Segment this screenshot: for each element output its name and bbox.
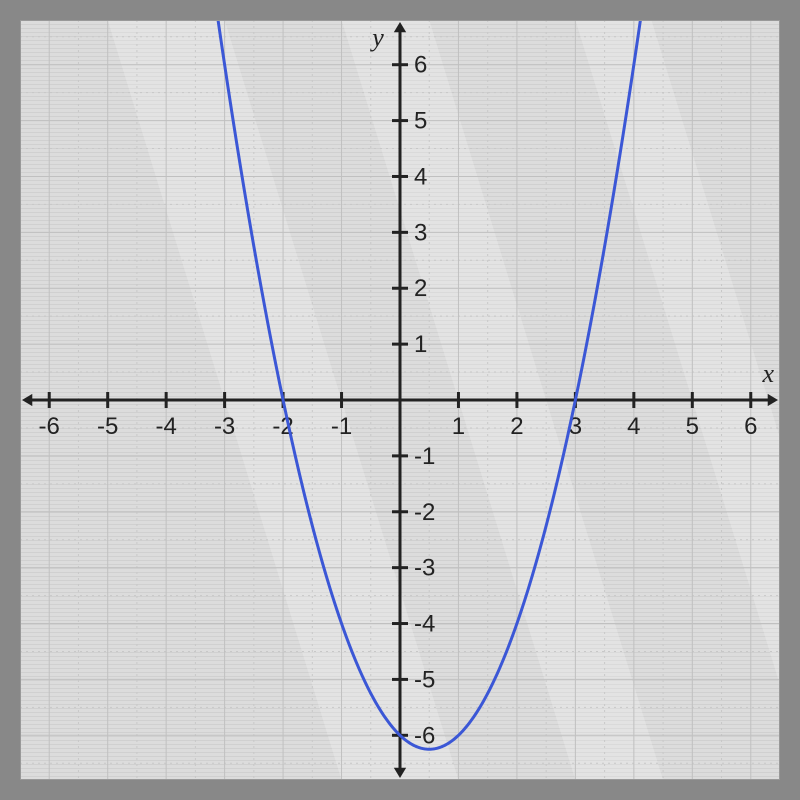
y-tick-label: 4 (414, 163, 427, 190)
chart-frame: -6-5-4-3-2-1123456-6-5-4-3-2-1123456xy (20, 20, 780, 780)
y-tick-label: -6 (414, 722, 435, 749)
y-tick-label: 1 (414, 331, 427, 358)
y-tick-label: 5 (414, 108, 427, 135)
x-tick-label: -3 (214, 413, 235, 440)
y-tick-label: 2 (414, 275, 427, 302)
x-tick-label: 6 (744, 413, 757, 440)
x-tick-label: 1 (452, 413, 465, 440)
y-axis-label: y (369, 23, 384, 52)
x-tick-label: 5 (686, 413, 699, 440)
parabola-chart: -6-5-4-3-2-1123456-6-5-4-3-2-1123456xy (20, 20, 780, 780)
x-tick-label: -4 (155, 413, 176, 440)
x-axis-label: x (761, 359, 774, 388)
x-tick-label: -5 (97, 413, 118, 440)
y-tick-label: 3 (414, 219, 427, 246)
y-tick-label: -2 (414, 499, 435, 526)
x-tick-label: 2 (510, 413, 523, 440)
y-tick-label: -4 (414, 611, 435, 638)
y-tick-label: -1 (414, 443, 435, 470)
y-tick-label: -5 (414, 666, 435, 693)
x-tick-label: -6 (39, 413, 60, 440)
x-tick-label: -1 (331, 413, 352, 440)
y-tick-label: 6 (414, 52, 427, 79)
x-tick-label: 4 (627, 413, 640, 440)
y-tick-label: -3 (414, 555, 435, 582)
